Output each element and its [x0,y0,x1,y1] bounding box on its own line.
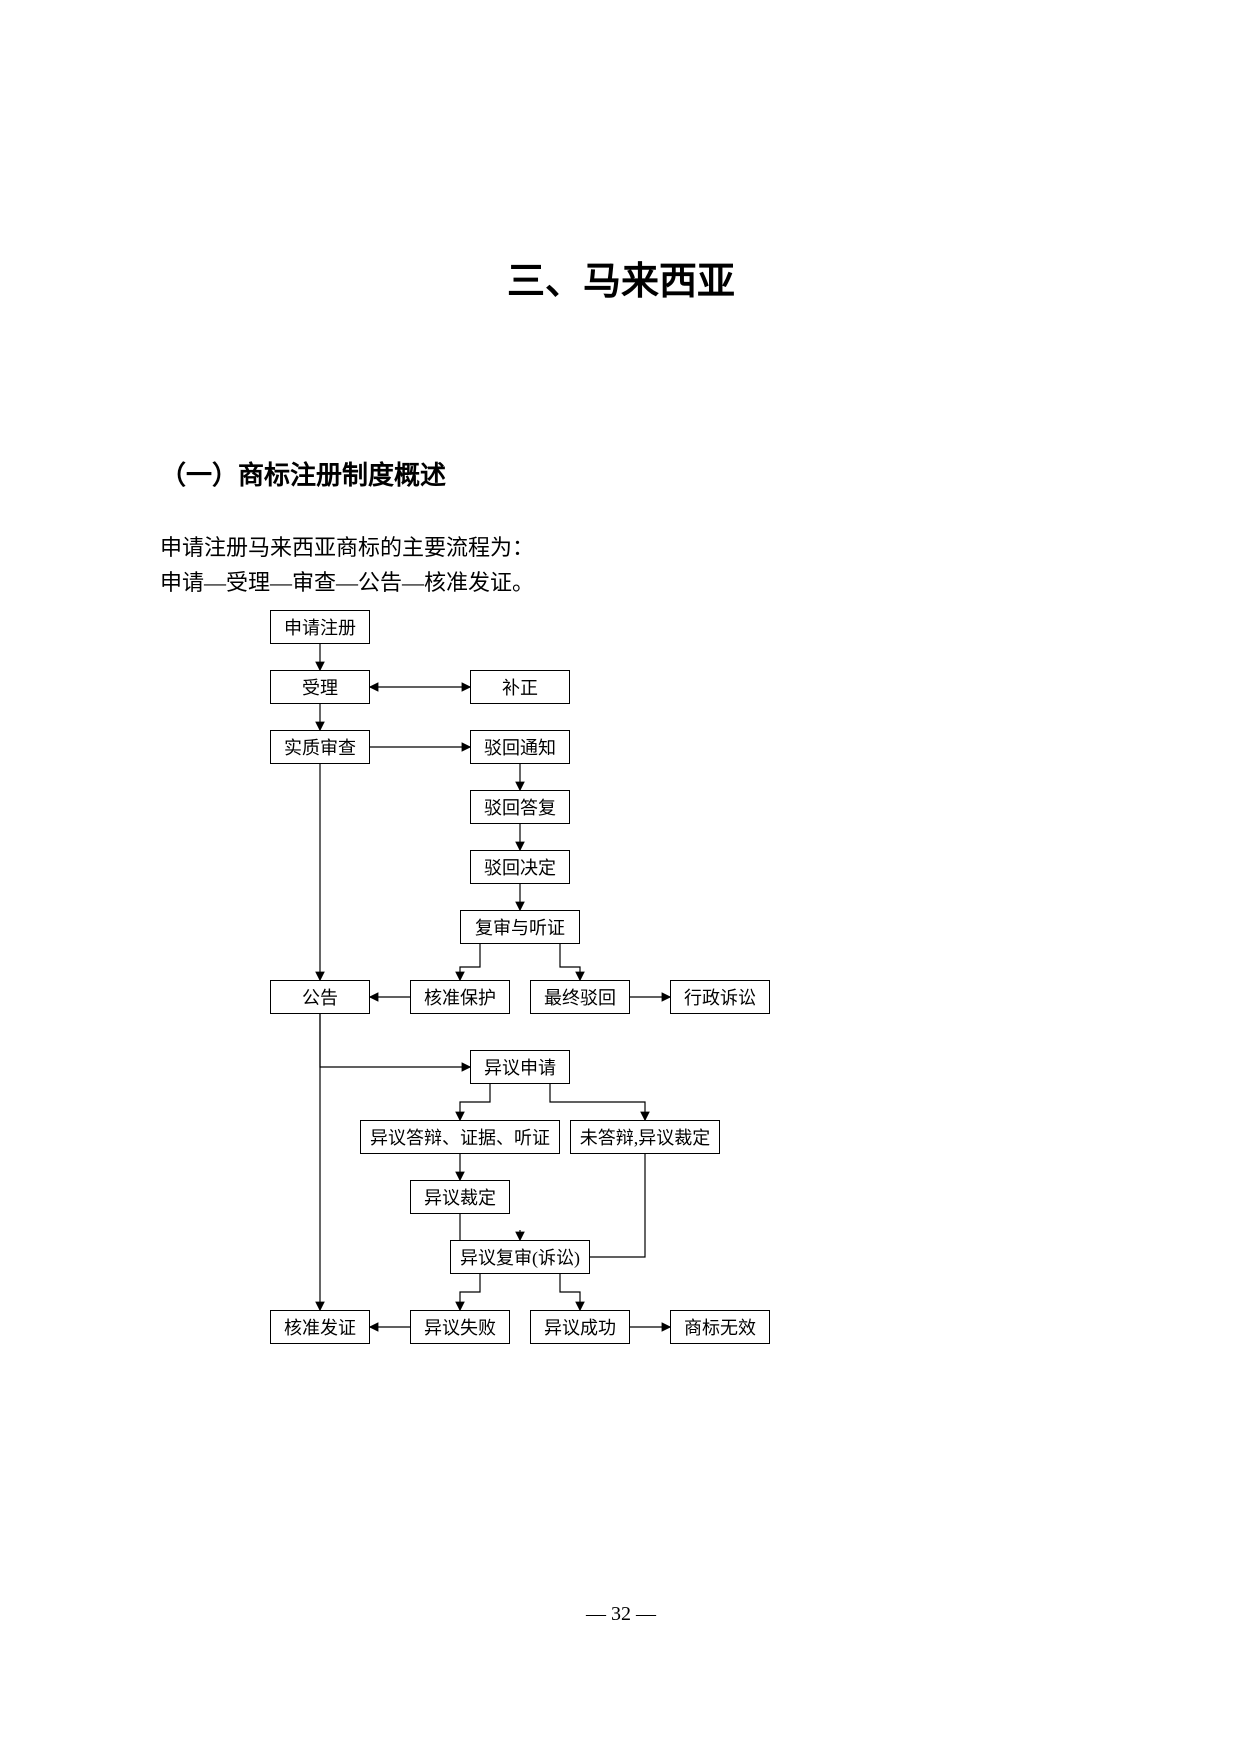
node-opp_ruling: 异议裁定 [410,1180,510,1214]
node-opp_review: 异议复审(诉讼) [450,1240,590,1274]
edge-12 [320,1014,470,1067]
node-final_rej: 最终驳回 [530,980,630,1014]
node-opp_nodef: 未答辩,异议裁定 [570,1120,720,1154]
edge-14 [550,1084,645,1120]
page-title: 三、马来西亚 [0,250,1242,305]
node-opp_success: 异议成功 [530,1310,630,1344]
node-admin_lit: 行政诉讼 [670,980,770,1014]
node-rej_notice: 驳回通知 [470,730,570,764]
node-review: 复审与听证 [460,910,580,944]
node-invalid: 商标无效 [670,1310,770,1344]
node-approve_prot: 核准保护 [410,980,510,1014]
node-opp_fail: 异议失败 [410,1310,510,1344]
edge-19 [460,1274,480,1310]
page-number: — 32 — [0,1603,1242,1626]
node-opp_defend: 异议答辩、证据、听证 [360,1120,560,1154]
edge-13 [460,1084,490,1120]
node-accept: 受理 [270,670,370,704]
node-announce: 公告 [270,980,370,1014]
edge-7 [460,944,480,980]
node-issue: 核准发证 [270,1310,370,1344]
node-opp_apply: 异议申请 [470,1050,570,1084]
node-rej_decide: 驳回决定 [470,850,570,884]
node-apply: 申请注册 [270,610,370,644]
node-correct: 补正 [470,670,570,704]
section-heading: （一）商标注册制度概述 [160,455,446,492]
body-line-2: 申请—受理—审查—公告—核准发证。 [160,565,534,600]
node-rej_reply: 驳回答复 [470,790,570,824]
edge-20 [560,1274,580,1310]
node-exam: 实质审查 [270,730,370,764]
body-line-1: 申请注册马来西亚商标的主要流程为： [160,530,534,565]
edge-8 [560,944,580,980]
flowchart: 申请注册受理 补正实质审查 驳回通知驳回答复驳回决定复审与听证公告 核准保护最终驳回 行… [160,610,1080,1430]
